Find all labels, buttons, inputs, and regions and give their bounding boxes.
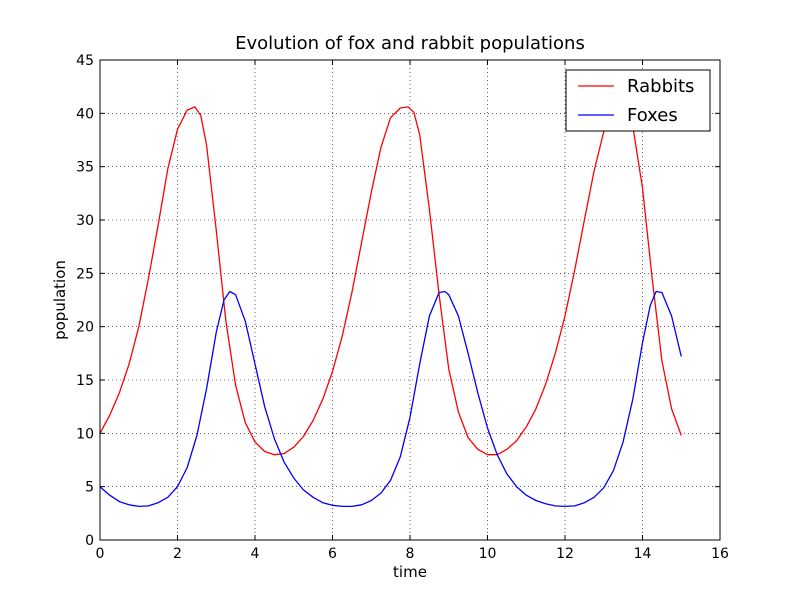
y-axis-label: population	[51, 260, 69, 340]
legend: Rabbits Foxes	[565, 69, 711, 132]
x-axis-label: time	[393, 563, 427, 581]
series-line-rabbits	[99, 106, 682, 456]
y-tick-label: 35	[76, 160, 94, 176]
chart-title: Evolution of fox and rabbit populations	[235, 33, 585, 54]
y-tick-label: 45	[76, 53, 94, 69]
legend-label-rabbits: Rabbits	[627, 76, 694, 97]
x-tick-label: 2	[173, 546, 182, 562]
series-line-foxes	[99, 290, 682, 508]
y-tick-label: 5	[85, 480, 94, 496]
legend-box	[565, 69, 711, 132]
y-tick-label: 20	[76, 320, 94, 336]
y-tick-label: 30	[76, 213, 94, 229]
x-tick-label: 16	[711, 546, 729, 562]
x-tick-label: 12	[556, 546, 574, 562]
y-tick-label: 25	[76, 266, 94, 282]
y-tick-label: 10	[76, 426, 94, 442]
series-group	[99, 106, 682, 508]
x-tick-label: 10	[479, 546, 497, 562]
y-tick-label: 15	[76, 373, 94, 389]
x-tick-label: 8	[406, 546, 415, 562]
y-tick-label: 40	[76, 106, 94, 122]
x-tick-label: 0	[96, 546, 105, 562]
x-tick-label: 4	[251, 546, 260, 562]
y-tick-label: 0	[85, 533, 94, 549]
legend-label-foxes: Foxes	[627, 105, 678, 126]
x-tick-label: 14	[634, 546, 652, 562]
ticks: 0 2 4 6 8 10 12 14 16 0 5 10 15 20 25 30 35 40 45	[76, 53, 729, 562]
x-tick-label: 6	[328, 546, 337, 562]
